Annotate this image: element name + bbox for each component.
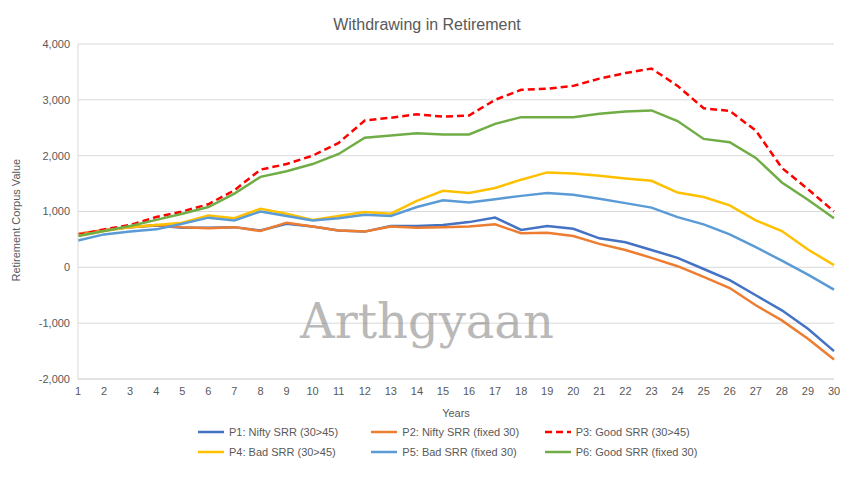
svg-text:29: 29 — [802, 385, 814, 397]
svg-text:11: 11 — [333, 385, 344, 397]
svg-text:18: 18 — [515, 385, 527, 397]
svg-text:19: 19 — [541, 385, 553, 397]
svg-text:20: 20 — [567, 385, 579, 397]
svg-text:30: 30 — [828, 385, 840, 397]
svg-text:1,000: 1,000 — [42, 205, 70, 217]
svg-text:13: 13 — [385, 385, 397, 397]
svg-text:28: 28 — [776, 385, 788, 397]
svg-text:15: 15 — [437, 385, 449, 397]
svg-text:23: 23 — [645, 385, 657, 397]
svg-text:5: 5 — [179, 385, 185, 397]
svg-text:26: 26 — [724, 385, 736, 397]
html-text:P2: Nifty SRR (fixed 30): P2: Nifty SRR (fixed 30) — [402, 426, 520, 438]
svg-text:6: 6 — [205, 385, 211, 397]
html-text:Withdrawing in Retirement: Withdrawing in Retirement — [333, 16, 521, 33]
html-text:P5: Bad SRR (fixed 30): P5: Bad SRR (fixed 30) — [402, 446, 517, 458]
svg-text:Retirement Corpus Value: Retirement Corpus Value — [10, 159, 22, 282]
html-text:P6: Good SRR (fixed 30): P6: Good SRR (fixed 30) — [575, 446, 698, 458]
svg-text:12: 12 — [359, 385, 371, 397]
html-text:P3: Good SRR (30>45): P3: Good SRR (30>45) — [575, 426, 690, 438]
svg-text:3: 3 — [127, 385, 133, 397]
svg-text:Years: Years — [442, 407, 470, 419]
svg-text:0: 0 — [64, 261, 70, 273]
svg-text:8: 8 — [257, 385, 263, 397]
svg-text:17: 17 — [489, 385, 501, 397]
svg-text:22: 22 — [619, 385, 631, 397]
svg-text:27: 27 — [750, 385, 762, 397]
svg-text:10: 10 — [306, 385, 318, 397]
svg-text:-2,000: -2,000 — [39, 373, 70, 385]
svg-text:4: 4 — [153, 385, 159, 397]
html-text:P4: Bad SRR (30>45): P4: Bad SRR (30>45) — [229, 446, 336, 458]
svg-text:21: 21 — [593, 385, 605, 397]
svg-text:2,000: 2,000 — [42, 150, 70, 162]
svg-text:14: 14 — [411, 385, 423, 397]
svg-text:3,000: 3,000 — [42, 94, 70, 106]
svg-text:-1,000: -1,000 — [39, 317, 70, 329]
svg-text:1: 1 — [75, 385, 81, 397]
html-text:P1: Nifty SRR (30>45): P1: Nifty SRR (30>45) — [229, 426, 339, 438]
svg-text:9: 9 — [283, 385, 289, 397]
svg-text:7: 7 — [231, 385, 237, 397]
html-text:Arthgyaan: Arthgyaan — [300, 293, 554, 349]
svg-text:2: 2 — [101, 385, 107, 397]
svg-text:4,000: 4,000 — [42, 38, 70, 50]
svg-text:24: 24 — [671, 385, 683, 397]
svg-text:16: 16 — [463, 385, 475, 397]
svg-text:25: 25 — [698, 385, 710, 397]
